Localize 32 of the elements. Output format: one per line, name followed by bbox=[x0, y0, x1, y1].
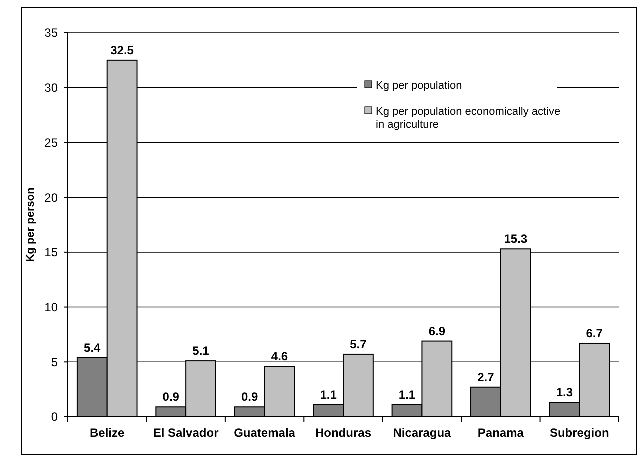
data-label: 15.3 bbox=[504, 232, 528, 246]
data-label: 6.9 bbox=[428, 324, 446, 338]
x-tick-label: Nicaragua bbox=[393, 426, 452, 440]
x-tick-label: Subregion bbox=[550, 426, 610, 440]
data-label: 1.1 bbox=[320, 388, 338, 402]
y-tick-label: 25 bbox=[44, 136, 58, 150]
y-tick-label: 15 bbox=[44, 246, 58, 260]
data-label: 5.1 bbox=[192, 344, 210, 358]
y-axis-title: Kg per person bbox=[25, 187, 37, 262]
data-label: 0.9 bbox=[162, 390, 180, 404]
legend-label: Kg per population economically active in agriculture bbox=[376, 106, 561, 132]
y-tick-label: 30 bbox=[44, 81, 58, 96]
x-tick-label: El Salvador bbox=[153, 426, 220, 440]
y-tick-label: 5 bbox=[51, 355, 58, 370]
y-tick-label: 10 bbox=[44, 300, 58, 314]
legend-label: Kg per population bbox=[376, 80, 462, 92]
data-label: 5.7 bbox=[350, 337, 368, 352]
x-tick-label: Guatemala bbox=[234, 426, 296, 440]
data-label: 32.5 bbox=[110, 43, 134, 58]
x-tick-label: Panama bbox=[478, 426, 524, 440]
data-label: 4.6 bbox=[271, 350, 288, 364]
y-tick-label: 0 bbox=[51, 410, 58, 424]
x-tick-label: Belize bbox=[90, 426, 126, 440]
data-label: 6.7 bbox=[586, 326, 604, 340]
data-label: 2.7 bbox=[478, 370, 495, 384]
y-tick-label: 20 bbox=[44, 190, 58, 205]
data-label: 5.4 bbox=[84, 340, 102, 355]
data-label: 1.1 bbox=[398, 388, 416, 402]
x-tick-label: Honduras bbox=[315, 426, 372, 440]
y-tick-label: 35 bbox=[44, 26, 58, 40]
data-label: 0.9 bbox=[241, 390, 258, 404]
data-label: 1.3 bbox=[556, 386, 574, 400]
